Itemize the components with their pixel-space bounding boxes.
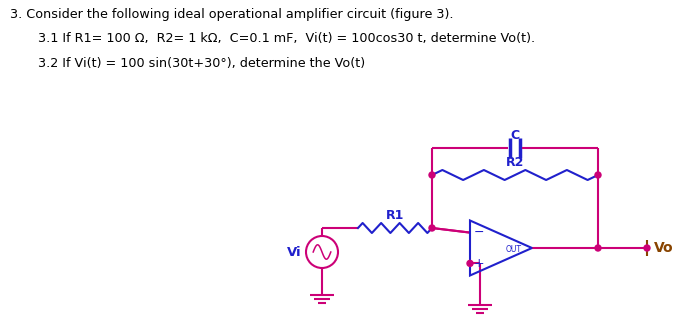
Text: R2: R2 (506, 155, 524, 169)
Text: 3.1 If R1= 100 Ω,  R2= 1 kΩ,  C=0.1 mF,  Vi(t) = 100cos30 t, determine Vo(t).: 3.1 If R1= 100 Ω, R2= 1 kΩ, C=0.1 mF, Vi… (38, 32, 535, 45)
Text: 3.2 If Vi(t) = 100 sin(30t+30°), determine the Vo(t): 3.2 If Vi(t) = 100 sin(30t+30°), determi… (38, 57, 365, 69)
Text: −: − (474, 226, 484, 239)
Text: Vo: Vo (654, 241, 673, 255)
Circle shape (429, 225, 435, 231)
Circle shape (595, 172, 601, 178)
Text: +: + (474, 257, 484, 270)
Text: C: C (510, 129, 519, 141)
Text: 3. Consider the following ideal operational amplifier circuit (figure 3).: 3. Consider the following ideal operatio… (10, 7, 454, 20)
Circle shape (595, 245, 601, 251)
Circle shape (467, 260, 473, 266)
Text: Vi: Vi (287, 245, 301, 258)
Text: R1: R1 (386, 209, 404, 222)
Text: OUT: OUT (506, 245, 522, 254)
Circle shape (429, 172, 435, 178)
Circle shape (644, 245, 650, 251)
